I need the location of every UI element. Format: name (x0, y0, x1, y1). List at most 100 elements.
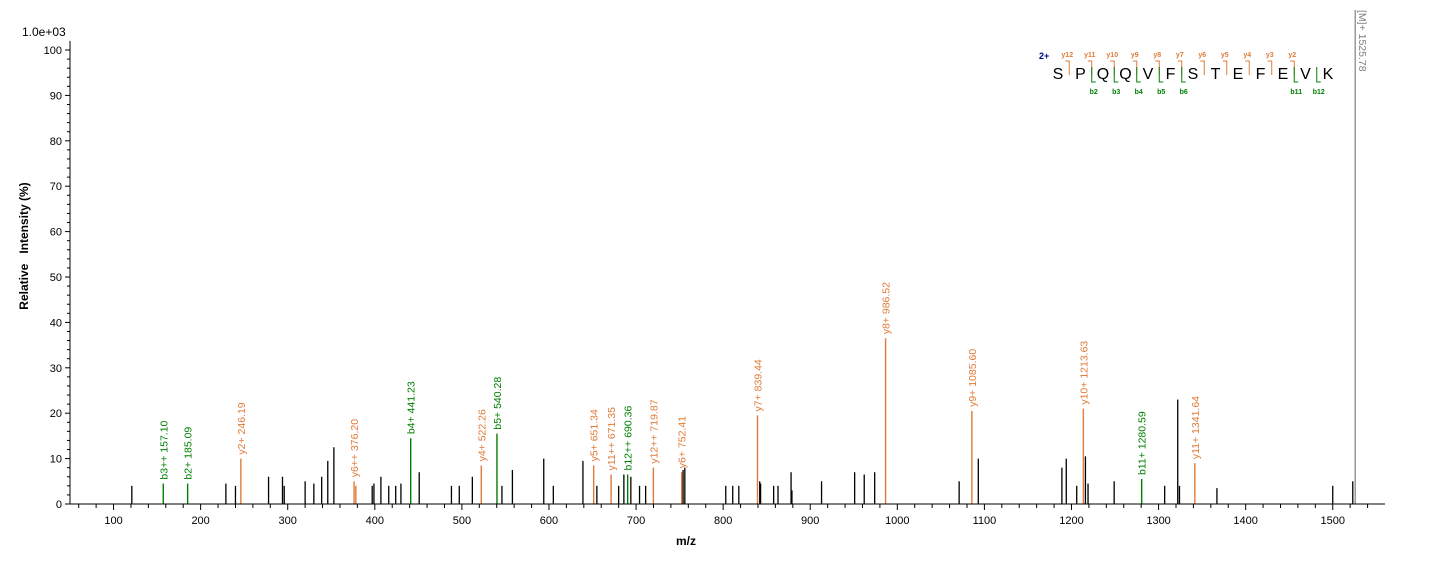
b-ion-bracket (1158, 67, 1164, 83)
sequence-residue: Q (1119, 66, 1131, 83)
y-ion-marker-label: y2 (1288, 52, 1296, 59)
b-ion-bracket (1136, 67, 1141, 83)
x-tick-label: 1300 (1146, 515, 1170, 527)
y-ion-peak-label: y5+ 651.34 (589, 409, 601, 461)
y-tick-label: 70 (50, 181, 62, 193)
x-tick-label: 500 (453, 515, 471, 527)
y-ion-marker-label: y12 (1061, 52, 1073, 59)
y-tick-label: 100 (44, 45, 62, 57)
y-ion-peak-label: y6++ 376.20 (349, 419, 361, 478)
x-tick-label: 200 (191, 515, 209, 527)
y-ion-peak-label: y12++ 719.87 (648, 399, 660, 463)
y-ion-peak-label: y7+ 839.44 (752, 359, 764, 411)
charge-state-label: 2+ (1039, 51, 1049, 61)
b-ion-bracket (1091, 67, 1096, 83)
b-ion-bracket (1293, 67, 1299, 83)
y-ion-marker-label: y11 (1084, 52, 1095, 59)
y-ion-bracket (1132, 60, 1138, 75)
peak-label-layer: b3++ 157.10 b2+ 185.09 y2+ 246.19 y6++ 376.… (158, 10, 1368, 480)
x-tick-label: 400 (366, 515, 384, 527)
b-ion-marker-label: b12 (1313, 89, 1325, 96)
y-ion-peak-label: y11+ 1341.64 (1190, 396, 1202, 459)
y-ion-peak-label: y9+ 1085.60 (967, 349, 979, 407)
y-ion-marker-label: y4 (1243, 52, 1251, 59)
y-ion-marker-label: y6 (1198, 52, 1206, 59)
y-ion-bracket (1087, 60, 1093, 75)
y-tick-label: 90 (50, 90, 62, 102)
x-tick-label: 1500 (1321, 515, 1345, 527)
x-tick-label: 1000 (885, 515, 909, 527)
y-ion-peak-label: y6+ 752.41 (677, 416, 689, 468)
b-ion-peak-label: b12++ 690.36 (623, 406, 635, 471)
b-ion-marker-label: b4 (1135, 89, 1143, 96)
y-ion-peak-label: y4+ 522.26 (476, 409, 488, 461)
y-ion-marker-label: y8 (1153, 52, 1161, 59)
y-ion-marker-label: y3 (1266, 52, 1274, 59)
b-ion-bracket (1181, 67, 1186, 83)
y-tick-label: 10 (50, 454, 62, 466)
b-ion-peak-label: b11+ 1280.59 (1137, 411, 1149, 475)
x-tick-label: 1400 (1233, 515, 1257, 527)
sequence-residue: S (1053, 66, 1064, 83)
sequence-residue: E (1233, 66, 1244, 83)
sequence-residue: F (1166, 66, 1176, 83)
y-ion-bracket (1200, 60, 1205, 75)
y-ion-bracket (1110, 60, 1115, 75)
y-tick-label: 50 (50, 272, 62, 284)
y-ion-marker-label: y10 (1106, 52, 1118, 59)
axes: 0 10 20 30 40 50 60 70 80 90 100 100 200 300 400 500 600… (44, 40, 1385, 527)
sequence-residue: P (1075, 66, 1086, 83)
y-tick-label: 30 (50, 363, 62, 375)
y-tick-label: 20 (50, 408, 62, 420)
intensity-scale-label: 1.0e+03 (22, 25, 66, 39)
y-ion-peak-label: y10+ 1213.63 (1078, 341, 1090, 405)
sequence-residue: S (1188, 66, 1199, 83)
sequence-residue: F (1256, 66, 1266, 83)
peak-layer (131, 10, 1356, 504)
y-ion-bracket (1222, 60, 1228, 75)
sequence-residue: K (1323, 66, 1334, 83)
y-tick-label: 80 (50, 136, 62, 148)
sequence-residue: Q (1097, 66, 1109, 83)
y-ion-marker-label: y5 (1221, 52, 1229, 59)
b-ion-marker-label: b5 (1157, 89, 1165, 96)
b-ion-peak-label: b2+ 185.09 (183, 427, 195, 480)
y-ion-peak-label: y2+ 246.19 (236, 402, 248, 454)
b-ion-peak-label: b3++ 157.10 (158, 420, 170, 479)
x-axis-title: m/z (676, 534, 696, 548)
y-ion-marker-label: y7 (1176, 52, 1184, 59)
b-ion-marker-label: b3 (1112, 89, 1120, 96)
b-ion-marker-label: b11 (1290, 89, 1302, 96)
x-tick-label: 600 (540, 515, 558, 527)
x-tick-label: 1200 (1059, 515, 1083, 527)
b-ion-peak-label: b5+ 540.28 (492, 377, 504, 430)
precursor-peak-label: [M]+ 1525.78 (1356, 10, 1368, 72)
y-ion-bracket (1267, 60, 1273, 75)
y-tick-label: 0 (56, 499, 62, 511)
sequence-residue: V (1300, 66, 1311, 83)
x-tick-label: 800 (714, 515, 732, 527)
b-ion-peak-label: b4+ 441.23 (406, 381, 418, 434)
b-ion-bracket (1113, 67, 1119, 83)
y-tick-label: 60 (50, 227, 62, 239)
y-axis-title: Relative Intensity (%) (17, 182, 31, 309)
y-ion-peak-label: y11++ 671.35 (606, 407, 618, 471)
sequence-residue: T (1211, 66, 1221, 83)
x-tick-label: 300 (279, 515, 297, 527)
x-tick-label: 700 (627, 515, 645, 527)
sequence-residue: V (1143, 66, 1154, 83)
b-ion-marker-label: b2 (1090, 89, 1098, 96)
y-ion-bracket (1245, 60, 1250, 75)
y-ion-bracket (1290, 60, 1295, 75)
y-ion-bracket (1177, 60, 1183, 75)
y-ion-peak-label: y8+ 986.52 (881, 282, 893, 334)
x-tick-label: 1100 (973, 515, 997, 527)
y-ion-marker-label: y9 (1131, 52, 1139, 59)
y-ion-bracket (1065, 60, 1070, 75)
b-ion-bracket (1316, 67, 1321, 83)
x-tick-label: 900 (801, 515, 819, 527)
y-ion-bracket (1155, 60, 1160, 75)
y-tick-label: 40 (50, 317, 62, 329)
